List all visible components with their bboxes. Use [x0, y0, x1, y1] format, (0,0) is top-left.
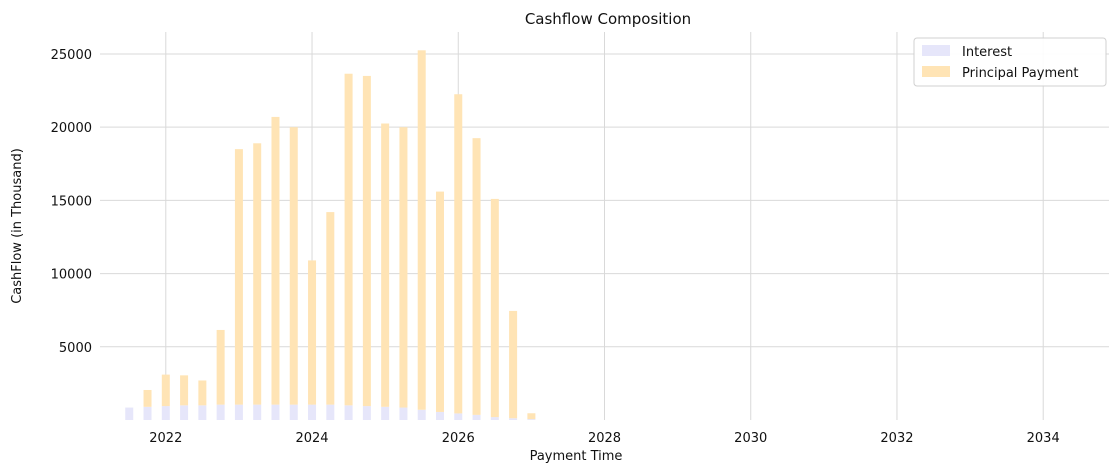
legend-swatch-interest: [922, 45, 950, 56]
legend-label-interest: Interest: [962, 45, 1012, 60]
legend-label-principal-payment: Principal Payment: [962, 66, 1078, 81]
bar-principal-payment: [234, 149, 243, 405]
bar-interest: [527, 419, 536, 420]
bar-interest: [417, 409, 426, 420]
legend-swatch-principal-payment: [922, 66, 950, 77]
bar-interest: [180, 405, 189, 420]
x-tick-labels: 2022 2024 2026 2028 2030 2032 2034: [149, 431, 1059, 446]
bar-interest: [509, 418, 518, 420]
bar-principal-payment: [216, 329, 225, 405]
bar-interest: [289, 404, 298, 420]
bar-interest: [216, 404, 225, 420]
bar-principal-payment: [435, 191, 444, 412]
x-axis-label: Payment Time: [530, 449, 623, 464]
bar-interest: [381, 406, 390, 420]
x-tick-label: 2028: [588, 431, 621, 446]
x-tick-label: 2034: [1027, 431, 1060, 446]
bar-principal-payment: [180, 375, 189, 406]
bar-principal-payment: [454, 94, 463, 414]
bar-principal-payment: [253, 143, 262, 405]
bar-principal-payment: [472, 138, 481, 415]
bar-interest: [435, 411, 444, 420]
y-tick-label: 5000: [59, 341, 92, 356]
bar-interest: [362, 406, 371, 420]
bar-principal-payment: [289, 127, 298, 405]
bar-principal-payment: [381, 123, 390, 407]
y-tick-labels: 5000 10000 15000 20000 25000: [51, 48, 92, 356]
bar-interest: [344, 405, 353, 420]
y-tick-label: 10000: [51, 268, 92, 283]
y-tick-label: 20000: [51, 121, 92, 136]
y-axis-label: CashFlow (in Thousand): [10, 148, 25, 304]
bar-principal-payment: [399, 127, 408, 408]
bar-interest: [234, 404, 243, 420]
bar-principal-payment: [271, 116, 280, 405]
x-tick-label: 2032: [880, 431, 913, 446]
x-tick-label: 2026: [442, 431, 475, 446]
bar-principal-payment: [161, 374, 170, 407]
bar-interest: [253, 404, 262, 420]
bar-principal-payment: [417, 50, 426, 410]
legend-box: [913, 37, 1107, 87]
bar-principal-payment: [198, 380, 207, 406]
bar-interest: [326, 404, 335, 420]
x-tick-label: 2022: [149, 431, 182, 446]
x-tick-label: 2024: [295, 431, 328, 446]
chart-title: Cashflow Composition: [525, 10, 691, 28]
bar-principal-payment: [362, 75, 371, 407]
bar-principal-payment: [527, 413, 536, 420]
bar-interest: [161, 406, 170, 420]
bar-interest: [125, 407, 134, 420]
bar-interest: [308, 404, 317, 420]
x-tick-label: 2030: [734, 431, 767, 446]
bar-principal-payment: [344, 73, 353, 406]
bar-principal-payment: [509, 310, 518, 419]
bar-interest: [490, 417, 499, 420]
bar-principal-payment: [308, 260, 317, 405]
bar-interest: [271, 404, 280, 420]
y-tick-label: 15000: [51, 194, 92, 209]
legend: Interest Principal Payment: [913, 37, 1107, 87]
bars: [125, 50, 536, 420]
bar-principal-payment: [143, 389, 152, 407]
bar-principal-payment: [490, 198, 499, 418]
bar-interest: [472, 414, 481, 420]
bar-interest: [454, 413, 463, 420]
y-tick-label: 25000: [51, 48, 92, 63]
bar-interest: [198, 405, 207, 420]
grid-lines: [100, 32, 1109, 420]
bar-interest: [143, 406, 152, 420]
bar-principal-payment: [326, 212, 335, 405]
bar-interest: [399, 407, 408, 420]
